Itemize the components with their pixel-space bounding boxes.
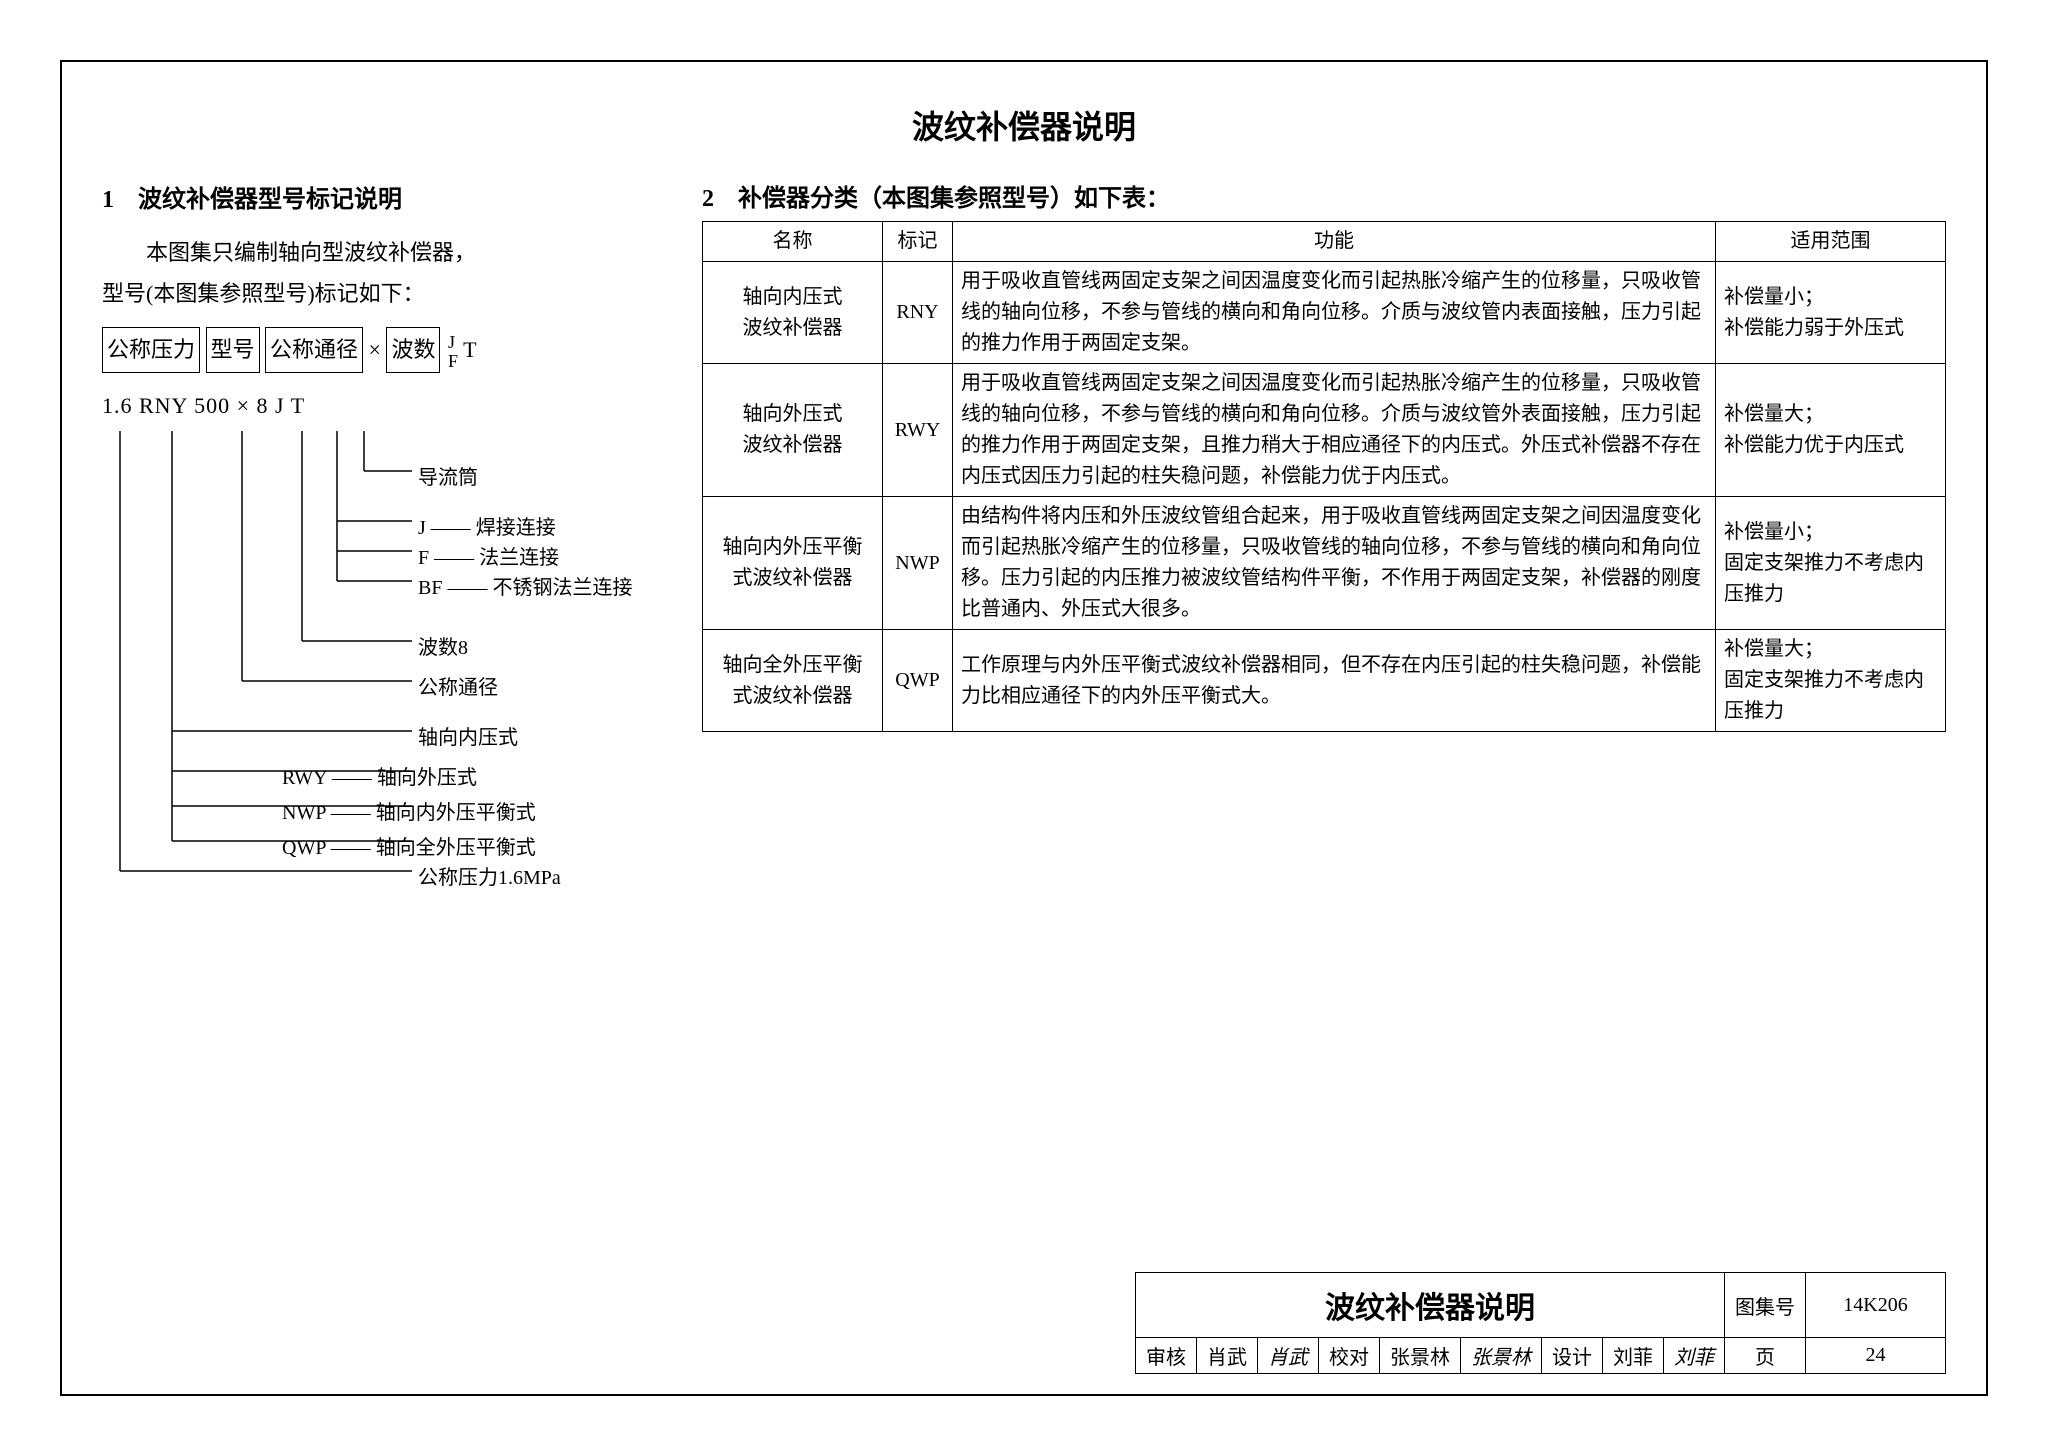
box-model: 型号 <box>206 327 260 373</box>
review-name: 肖武 <box>1197 1338 1258 1374</box>
section-1-num: 1 <box>102 178 132 224</box>
titleblock-title: 波纹补偿器说明 <box>1136 1273 1725 1338</box>
section-1: 1 波纹补偿器型号标记说明 本图集只编制轴向型波纹补偿器， 型号(本图集参照型号… <box>102 178 662 951</box>
section-1-line1: 本图集只编制轴向型波纹补偿器， <box>102 232 662 274</box>
times-sign: × <box>369 337 381 362</box>
bracket-lines <box>102 431 662 951</box>
box-waves: 波数 <box>386 327 440 373</box>
legend-dn: 公称通径 <box>418 669 498 707</box>
cell-scope: 补偿量大；补偿能力优于内压式 <box>1716 364 1946 497</box>
th-scope: 适用范围 <box>1716 222 1946 262</box>
legend-waves: 波数8 <box>418 629 468 667</box>
check-sig: 张景林 <box>1461 1338 1542 1374</box>
section-1-heading: 1 波纹补偿器型号标记说明 <box>102 178 662 224</box>
cell-name: 轴向内外压平衡式波纹补偿器 <box>703 497 883 630</box>
table-row: 轴向全外压平衡式波纹补偿器 QWP 工作原理与内外压平衡式波纹补偿器相同，但不存… <box>703 630 1946 732</box>
legend-pn: 公称压力1.6MPa <box>418 859 561 897</box>
section-2-num: 2 <box>702 186 732 213</box>
th-name: 名称 <box>703 222 883 262</box>
section-1-line2: 型号(本图集参照型号)标记如下： <box>102 273 662 315</box>
legend-nwp: NWP —— 轴向内外压平衡式 <box>282 794 536 832</box>
th-func: 功能 <box>953 222 1716 262</box>
table-body: 轴向内压式波纹补偿器 RNY 用于吸收直管线两固定支架之间因温度变化而引起热胀冷… <box>703 262 1946 732</box>
section-2: 2 补偿器分类（本图集参照型号）如下表： 名称 标记 功能 适用范围 轴向内压式… <box>702 178 1946 951</box>
design-label: 设计 <box>1542 1338 1603 1374</box>
cell-scope: 补偿量小；固定支架推力不考虑内压推力 <box>1716 497 1946 630</box>
review-sig: 肖武 <box>1258 1338 1319 1374</box>
check-name: 张景林 <box>1380 1338 1461 1374</box>
cell-mark: RWY <box>883 364 953 497</box>
model-format-boxes: 公称压力 型号 公称通径 × 波数 J F T <box>102 327 662 373</box>
cell-func: 由结构件将内压和外压波纹管组合起来，用于吸收直管线两固定支架之间因温度变化而引起… <box>953 497 1716 630</box>
th-mark: 标记 <box>883 222 953 262</box>
table-row: 轴向外压式波纹补偿器 RWY 用于吸收直管线两固定支架之间因温度变化而引起热胀冷… <box>703 364 1946 497</box>
cell-func: 工作原理与内外压平衡式波纹补偿器相同，但不存在内压引起的柱失稳问题，补偿能力比相… <box>953 630 1716 732</box>
review-label: 审核 <box>1136 1338 1197 1374</box>
box-pn: 公称压力 <box>102 327 200 373</box>
cell-scope: 补偿量大；固定支架推力不考虑内压推力 <box>1716 630 1946 732</box>
cell-func: 用于吸收直管线两固定支架之间因温度变化而引起热胀冷缩产生的位移量，只吸收管线的轴… <box>953 364 1716 497</box>
box-dn: 公称通径 <box>265 327 363 373</box>
table-header-row: 名称 标记 功能 适用范围 <box>703 222 1946 262</box>
set-label: 图集号 <box>1725 1273 1806 1338</box>
cell-name: 轴向内压式波纹补偿器 <box>703 262 883 364</box>
section-1-title: 波纹补偿器型号标记说明 <box>138 187 402 213</box>
frac-right: T <box>463 337 476 362</box>
cell-mark: NWP <box>883 497 953 630</box>
page-title: 波纹补偿器说明 <box>102 102 1946 148</box>
model-example: 1.6 RNY 500 × 8 J T <box>102 385 662 427</box>
cell-scope: 补偿量小；补偿能力弱于外压式 <box>1716 262 1946 364</box>
frac-top: J <box>448 333 458 352</box>
cell-mark: QWP <box>883 630 953 732</box>
cell-name: 轴向全外压平衡式波纹补偿器 <box>703 630 883 732</box>
design-sig: 刘菲 <box>1664 1338 1725 1374</box>
cell-func: 用于吸收直管线两固定支架之间因温度变化而引起热胀冷缩产生的位移量，只吸收管线的轴… <box>953 262 1716 364</box>
legend-bf: BF —— 不锈钢法兰连接 <box>418 569 632 607</box>
legend-rwy: RWY —— 轴向外压式 <box>282 759 477 797</box>
classification-table: 名称 标记 功能 适用范围 轴向内压式波纹补偿器 RNY 用于吸收直管线两固定支… <box>702 221 1946 732</box>
page-value: 24 <box>1806 1338 1946 1374</box>
content-row: 1 波纹补偿器型号标记说明 本图集只编制轴向型波纹补偿器， 型号(本图集参照型号… <box>102 178 1946 951</box>
cell-name: 轴向外压式波纹补偿器 <box>703 364 883 497</box>
bracket-diagram: 导流筒 J —— 焊接连接 F —— 法兰连接 BF —— 不锈钢法兰连接 波数… <box>102 431 662 951</box>
page-label: 页 <box>1725 1338 1806 1374</box>
drawing-frame: 波纹补偿器说明 1 波纹补偿器型号标记说明 本图集只编制轴向型波纹补偿器， 型号… <box>60 60 1988 1396</box>
table-row: 轴向内外压平衡式波纹补偿器 NWP 由结构件将内压和外压波纹管组合起来，用于吸收… <box>703 497 1946 630</box>
frac-bot: F <box>448 352 458 371</box>
table-row: 轴向内压式波纹补偿器 RNY 用于吸收直管线两固定支架之间因温度变化而引起热胀冷… <box>703 262 1946 364</box>
section-2-title: 补偿器分类（本图集参照型号）如下表： <box>738 186 1170 212</box>
set-value: 14K206 <box>1806 1273 1946 1338</box>
legend-rny: 轴向内压式 <box>418 719 518 757</box>
design-name: 刘菲 <box>1603 1338 1664 1374</box>
cell-mark: RNY <box>883 262 953 364</box>
check-label: 校对 <box>1319 1338 1380 1374</box>
jf-fraction: J F <box>448 333 458 371</box>
legend-t: 导流筒 <box>418 459 478 497</box>
title-block: 波纹补偿器说明 图集号 14K206 审核 肖武 肖武 校对 张景林 张景林 设… <box>1135 1272 1946 1374</box>
section-2-heading: 2 补偿器分类（本图集参照型号）如下表： <box>702 178 1946 213</box>
